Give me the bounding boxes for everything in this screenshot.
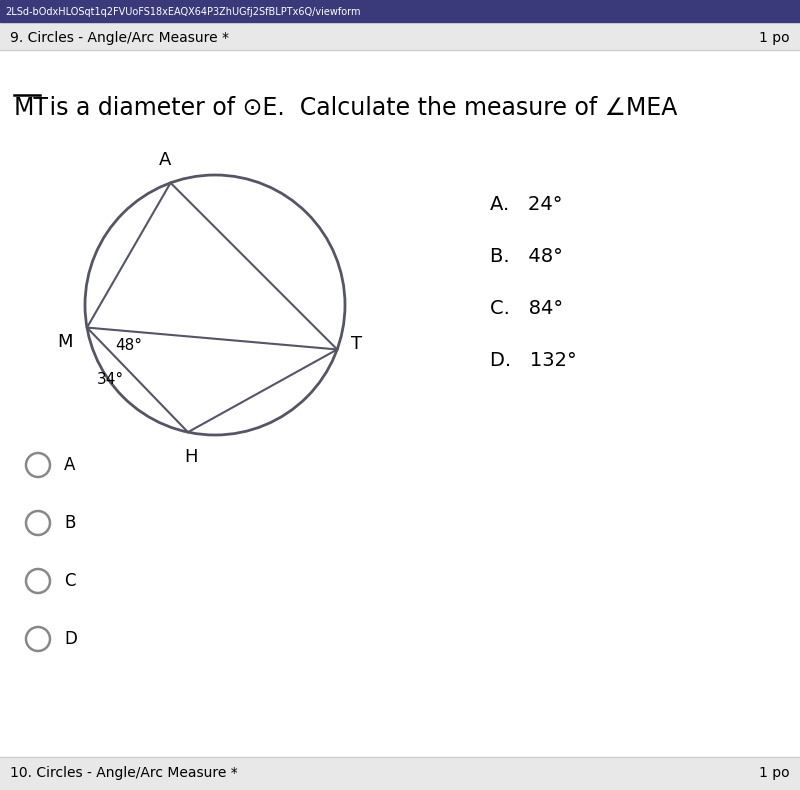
Text: D: D: [64, 630, 77, 648]
Text: 1 po: 1 po: [759, 31, 790, 45]
Text: C.   84°: C. 84°: [490, 299, 563, 318]
Text: M: M: [58, 333, 73, 351]
Text: MT: MT: [14, 96, 49, 120]
Text: D.   132°: D. 132°: [490, 352, 577, 371]
Text: A.   24°: A. 24°: [490, 195, 562, 215]
Text: 9. Circles - Angle/Arc Measure *: 9. Circles - Angle/Arc Measure *: [10, 31, 229, 45]
Text: A: A: [64, 456, 75, 474]
Text: is a diameter of ⊙E.  Calculate the measure of ∠MEA: is a diameter of ⊙E. Calculate the measu…: [42, 96, 678, 120]
Text: 34°: 34°: [97, 372, 124, 387]
Text: T: T: [351, 336, 362, 353]
Text: B.   48°: B. 48°: [490, 247, 563, 266]
Bar: [0, 0, 800, 22]
Text: 2LSd-bOdxHLOSqt1q2FVUoFS18xEAQX64P3ZhUGfj2SfBLPTx6Q/viewform: 2LSd-bOdxHLOSqt1q2FVUoFS18xEAQX64P3ZhUGf…: [5, 7, 361, 17]
Text: B: B: [64, 514, 75, 532]
Bar: [0, 757, 800, 790]
Text: 48°: 48°: [115, 338, 142, 353]
Text: H: H: [184, 448, 198, 466]
Text: C: C: [64, 572, 75, 590]
Text: A: A: [159, 151, 172, 169]
Bar: [0, 22, 800, 50]
Text: 1 po: 1 po: [759, 766, 790, 780]
Text: 10. Circles - Angle/Arc Measure *: 10. Circles - Angle/Arc Measure *: [10, 766, 238, 780]
